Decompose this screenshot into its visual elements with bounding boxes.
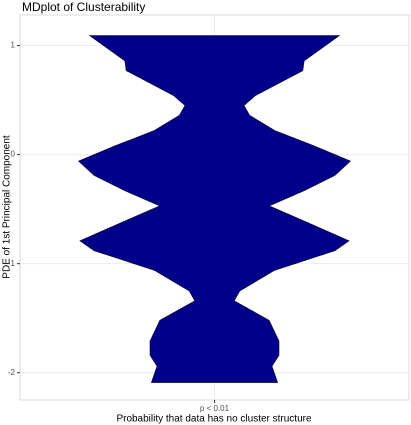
violin <box>77 35 352 383</box>
y-tick-label: -2 <box>8 368 16 377</box>
y-tick-label: 1 <box>11 41 16 50</box>
y-tick-label: -1 <box>8 259 16 268</box>
y-axis-label: PDE of 1st Principal Component <box>2 135 13 279</box>
x-tick-label: p < 0.01 <box>200 404 230 413</box>
y-tick-label: 0 <box>11 150 16 159</box>
chart-title: MDplot of Clusterability <box>22 0 145 14</box>
x-axis-label: Probability that data has no cluster str… <box>116 414 312 425</box>
